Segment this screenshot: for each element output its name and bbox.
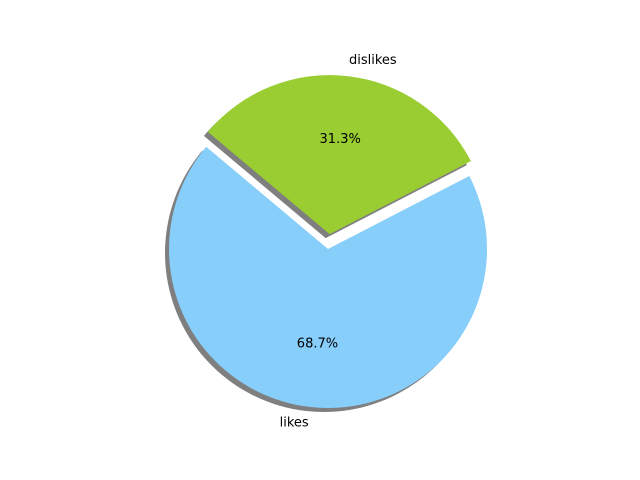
slice-label-dislikes: dislikes (349, 53, 397, 68)
pct-label-likes: 68.7% (297, 336, 338, 351)
pct-label-dislikes: 31.3% (320, 132, 361, 147)
pie-slice-likes (168, 146, 487, 409)
slice-label-likes: likes (280, 415, 309, 430)
pie-slice-dislikes (207, 75, 471, 235)
slice-wedges (168, 75, 487, 409)
slice-labels: 68.7% likes 31.3% dislikes (280, 53, 397, 431)
